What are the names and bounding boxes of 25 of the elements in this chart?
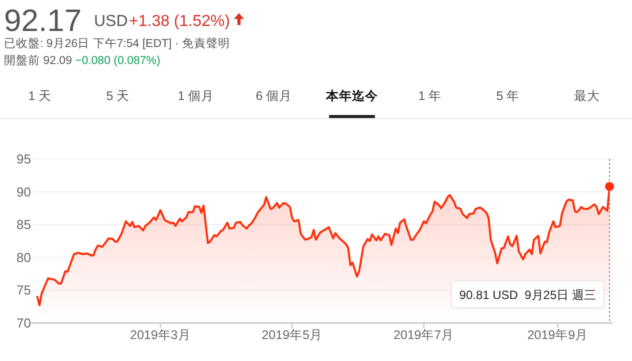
y-tick-label: 75 bbox=[16, 282, 31, 298]
x-tick-label: 2019年9月 bbox=[527, 328, 588, 342]
text: 1 天 bbox=[28, 89, 52, 103]
text: 本年迄今 bbox=[325, 89, 379, 103]
annotation: 90.81 USD 9月25日 週三 bbox=[459, 288, 596, 302]
text: 1 個月 bbox=[178, 89, 214, 103]
y-tick-label: 70 bbox=[16, 316, 31, 330]
y-tick-label: 80 bbox=[16, 250, 31, 265]
text: 最大 bbox=[574, 89, 600, 103]
text: 1 年 bbox=[418, 89, 442, 103]
text: 開盤前 92.09 bbox=[4, 54, 72, 67]
y-tick-label: 90 bbox=[16, 184, 31, 200]
y-tick-label: 85 bbox=[16, 217, 31, 232]
text: 5 年 bbox=[496, 89, 520, 103]
x-tick-label: 2019年7月 bbox=[393, 328, 454, 342]
chart-title: 92.17 bbox=[4, 3, 82, 38]
text: 已收盤: 9月26日 下午7:54 [EDT] · 免責聲明 bbox=[4, 37, 230, 50]
text: 5 天 bbox=[106, 89, 130, 103]
y-tick-label: 95 bbox=[16, 152, 31, 166]
text: 6 個月 bbox=[256, 89, 292, 103]
text: −0.080 (0.087%) bbox=[74, 55, 161, 67]
text: USD bbox=[94, 13, 128, 30]
x-tick-label: 2019年3月 bbox=[130, 328, 191, 342]
text: +1.38 (1.52%) bbox=[129, 13, 230, 30]
x-tick-label: 2019年5月 bbox=[262, 328, 322, 342]
